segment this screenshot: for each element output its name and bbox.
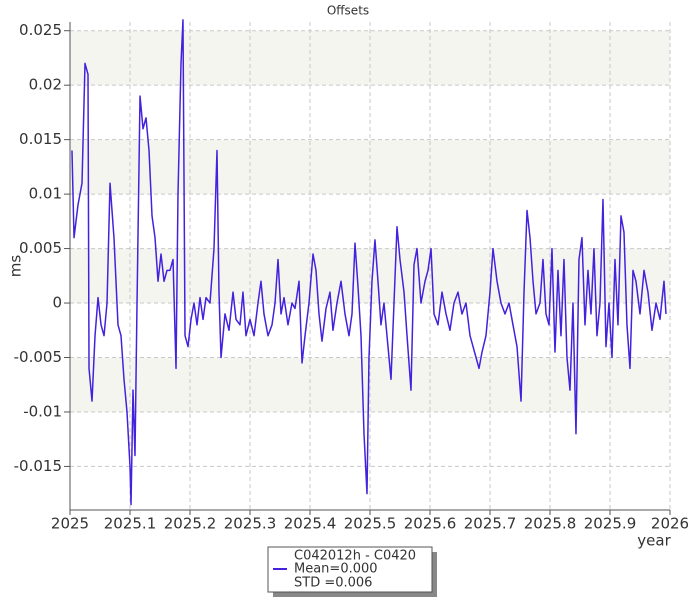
series-line [71, 19, 667, 506]
y-tick-label: 0 [52, 294, 62, 312]
x-tick-label: 2025 [51, 515, 89, 533]
x-tick-label: 2025.5 [344, 515, 397, 533]
x-tick-label: 2025.7 [464, 515, 517, 533]
x-tick-label: 2025.8 [524, 515, 577, 533]
y-tick-label: -0.01 [23, 402, 62, 420]
legend-box [267, 546, 433, 593]
y-tick-label: 0.025 [19, 21, 62, 39]
legend: C042012h - C0420 Mean=0.000 STD =0.006 [267, 546, 437, 597]
x-tick-label: 2026 [651, 515, 689, 533]
y-tick-label: 0.01 [29, 185, 62, 203]
x-axis-label: year [637, 532, 671, 550]
x-tick-label: 2025.1 [104, 515, 157, 533]
x-tick-label: 2025.3 [224, 515, 277, 533]
x-tick-label: 2025.4 [284, 515, 337, 533]
y-tick-label: -0.005 [14, 348, 62, 366]
legend-stat: Mean=0.000 [294, 562, 378, 577]
y-tick-label: -0.015 [14, 457, 62, 475]
y-tick-label: 0.02 [29, 76, 62, 94]
x-tick-label: 2025.9 [584, 515, 637, 533]
y-tick-label: 0.005 [19, 239, 62, 257]
legend-stat: STD =0.006 [294, 576, 372, 591]
legend-label: C042012h - C0420 [294, 549, 416, 564]
chart-title: Offsets [327, 4, 369, 18]
y-tick-label: 0.015 [19, 130, 62, 148]
x-tick-label: 2025.2 [164, 515, 217, 533]
y-axis-label: ms [7, 255, 25, 278]
x-tick-label: 2025.6 [404, 515, 457, 533]
